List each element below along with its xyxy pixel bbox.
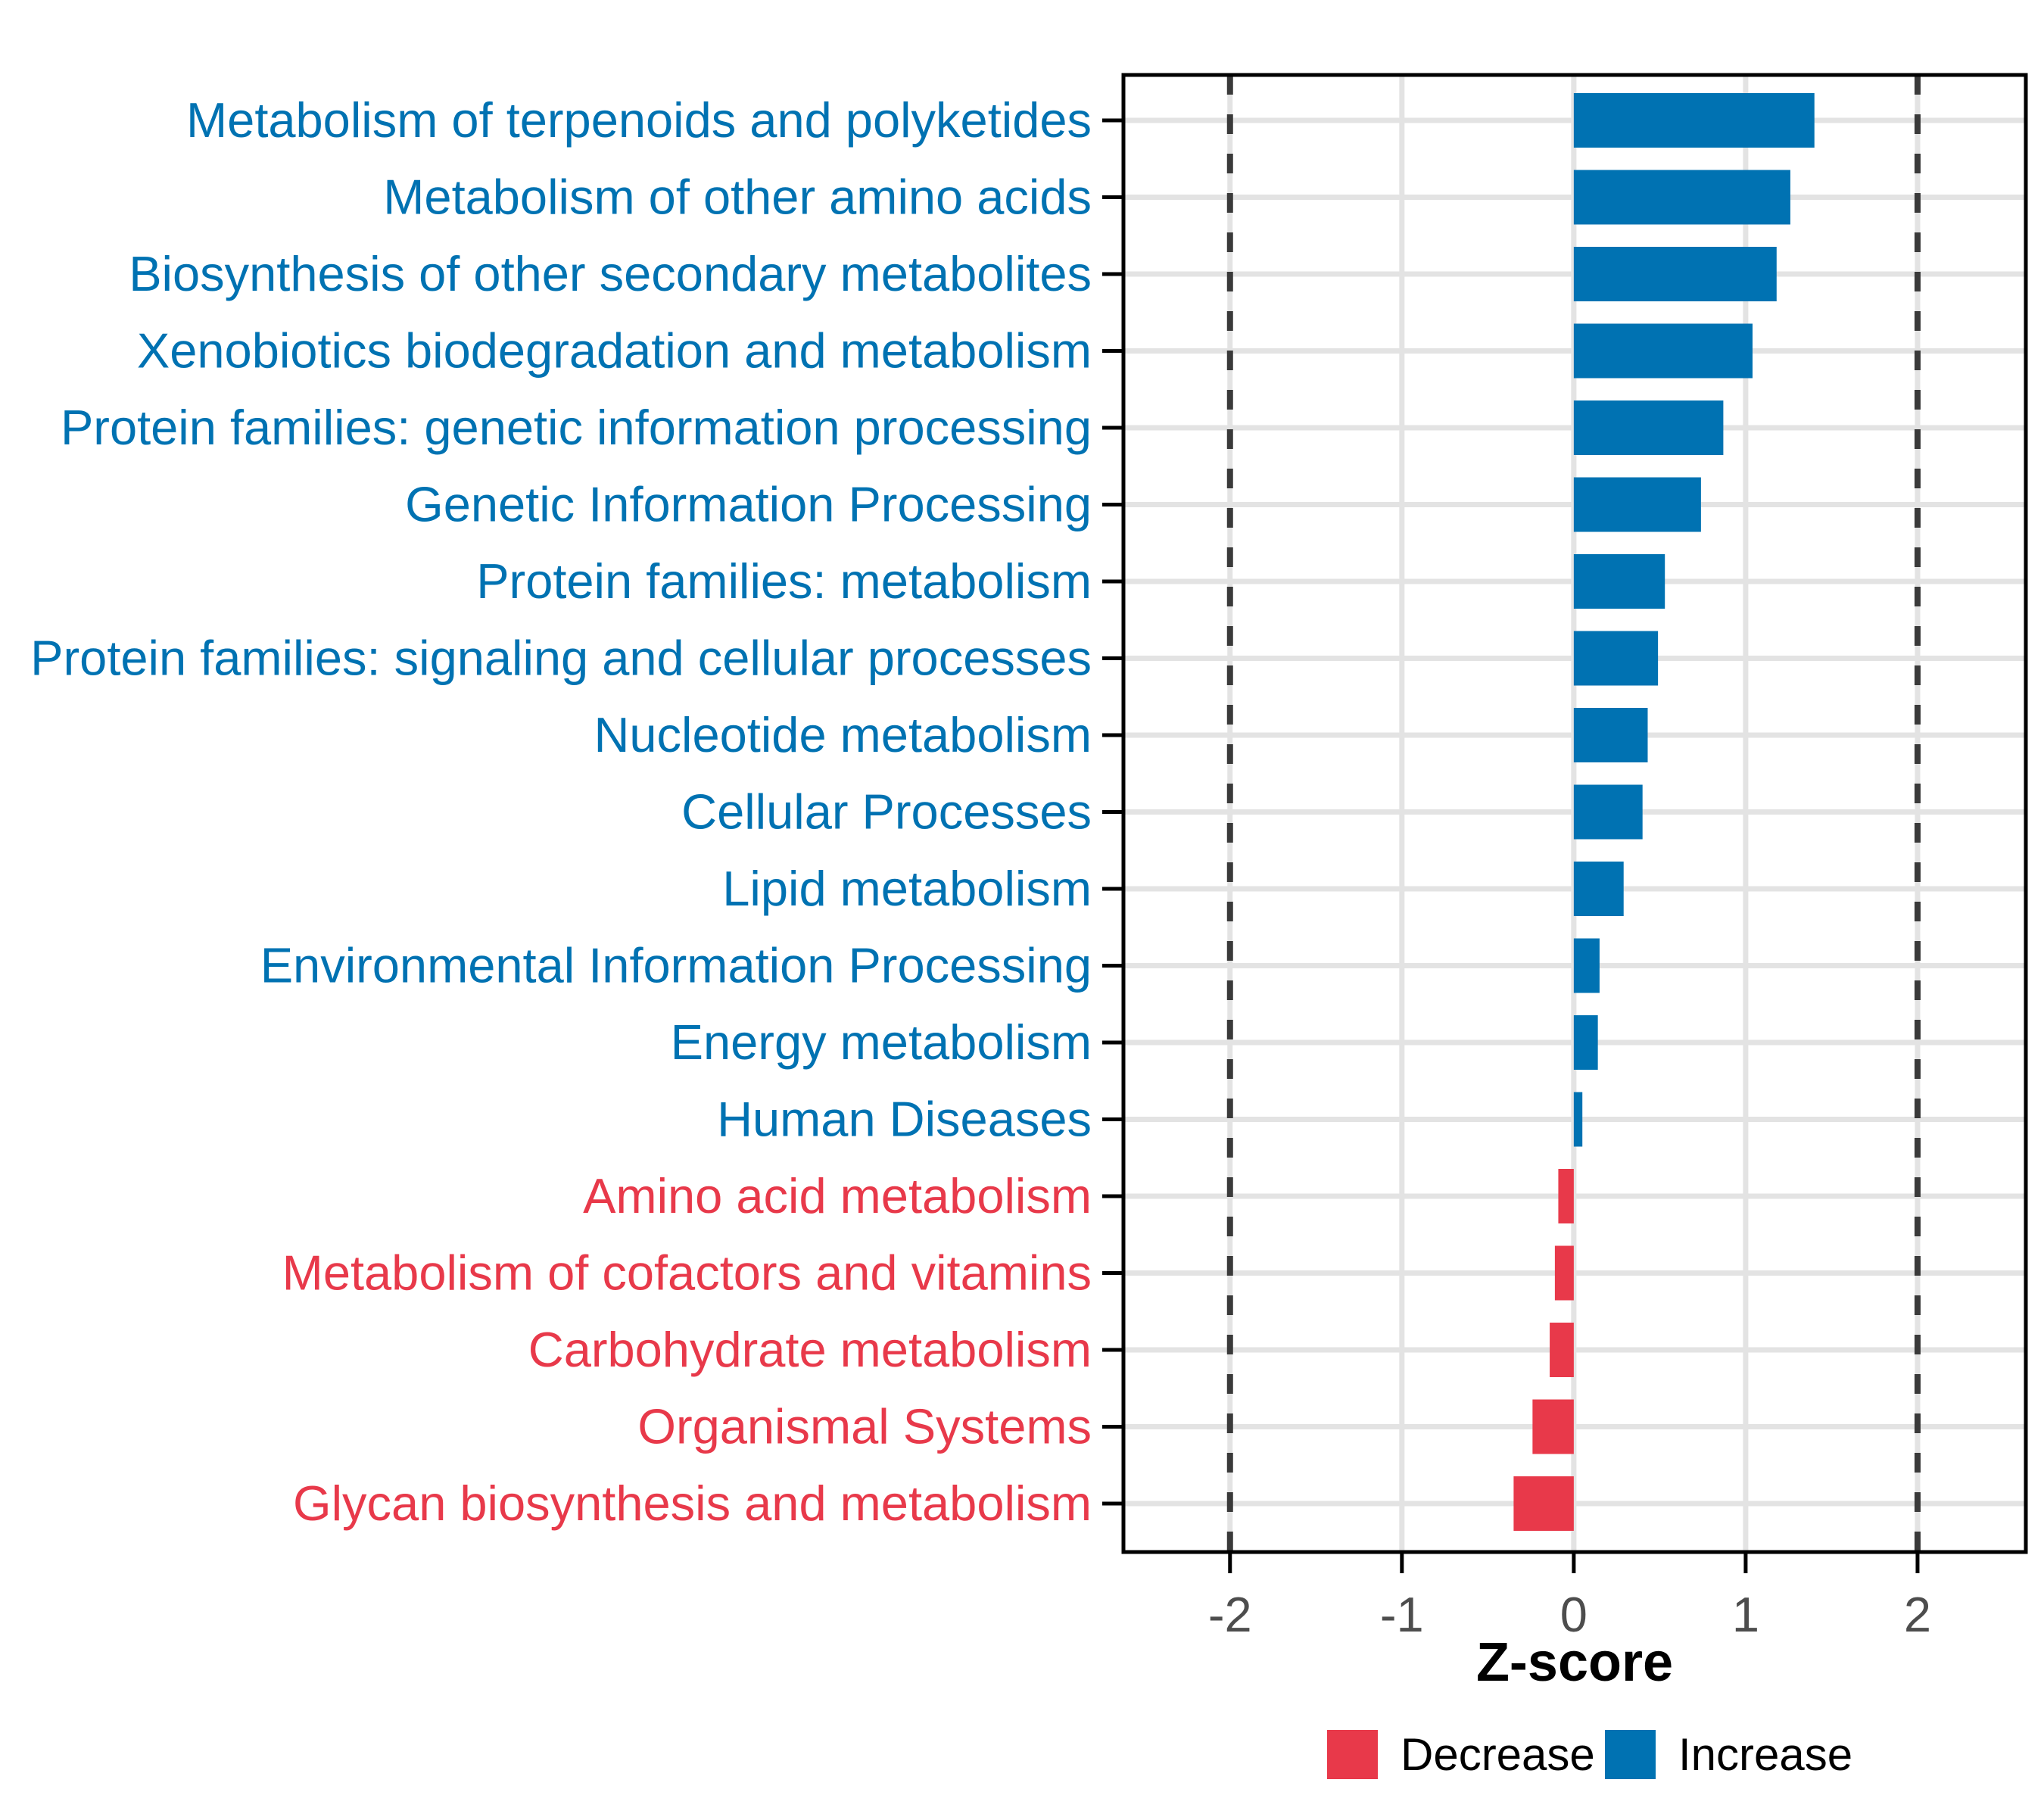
bar	[1573, 1092, 1583, 1147]
category-label: Carbohydrate metabolism	[528, 1322, 1092, 1377]
category-label: Organismal Systems	[637, 1399, 1092, 1454]
category-label: Human Diseases	[717, 1092, 1092, 1147]
reference-line-layer	[1226, 75, 1921, 1552]
bar	[1550, 1323, 1574, 1377]
category-label: Genetic Information Processing	[405, 477, 1092, 532]
category-label: Metabolism of other amino acids	[383, 170, 1092, 225]
category-label: Protein families: metabolism	[476, 553, 1092, 609]
bar	[1573, 247, 1777, 301]
category-label: Metabolism of cofactors and vitamins	[282, 1245, 1092, 1301]
bar	[1573, 862, 1624, 916]
x-tick-label: 1	[1732, 1587, 1759, 1642]
category-label: Environmental Information Processing	[260, 938, 1092, 993]
legend-swatch-decrease	[1327, 1730, 1378, 1779]
bar	[1573, 93, 1815, 148]
bar	[1573, 708, 1648, 762]
bar	[1554, 1245, 1574, 1301]
x-axis-title: Z-score	[1476, 1632, 1673, 1693]
category-label: Lipid metabolism	[722, 861, 1092, 916]
category-label: Protein families: signaling and cellular…	[30, 631, 1092, 686]
bar	[1532, 1399, 1574, 1454]
category-label: Energy metabolism	[671, 1014, 1092, 1070]
bar	[1573, 784, 1643, 840]
bar	[1573, 477, 1701, 532]
legend-label-increase: Increase	[1678, 1729, 1852, 1780]
category-label: Amino acid metabolism	[583, 1168, 1092, 1223]
bar	[1573, 400, 1724, 455]
x-tick-label: 0	[1560, 1587, 1588, 1642]
legend-label-decrease: Decrease	[1401, 1729, 1595, 1780]
legend-swatch-increase	[1605, 1730, 1656, 1779]
bar	[1558, 1169, 1574, 1223]
bar	[1573, 1015, 1598, 1070]
bar	[1573, 554, 1665, 609]
category-label: Glycan biosynthesis and metabolism	[293, 1476, 1092, 1531]
x-tick-label: 2	[1904, 1587, 1931, 1642]
category-label: Xenobiotics biodegradation and metabolis…	[137, 323, 1092, 379]
bar	[1573, 631, 1659, 686]
category-labels-layer: Metabolism of terpenoids and polyketides…	[30, 92, 1092, 1531]
bars-layer	[1513, 93, 1815, 1531]
legend: Decrease Increase	[1327, 1729, 1852, 1780]
bar	[1573, 170, 1790, 225]
category-label: Protein families: genetic information pr…	[61, 400, 1092, 455]
category-label: Metabolism of terpenoids and polyketides	[186, 92, 1092, 148]
bar	[1513, 1476, 1574, 1531]
bar	[1573, 323, 1753, 379]
x-tick-label: -2	[1208, 1587, 1252, 1642]
category-label: Cellular Processes	[681, 784, 1092, 840]
x-tick-label: -1	[1380, 1587, 1424, 1642]
x-tick-labels-layer: -2 -1 0 1 2	[1208, 1587, 1931, 1642]
category-label: Nucleotide metabolism	[594, 707, 1092, 762]
category-label: Biosynthesis of other secondary metaboli…	[129, 246, 1092, 301]
bar	[1573, 938, 1600, 993]
tick-marks-layer	[1102, 118, 1920, 1573]
